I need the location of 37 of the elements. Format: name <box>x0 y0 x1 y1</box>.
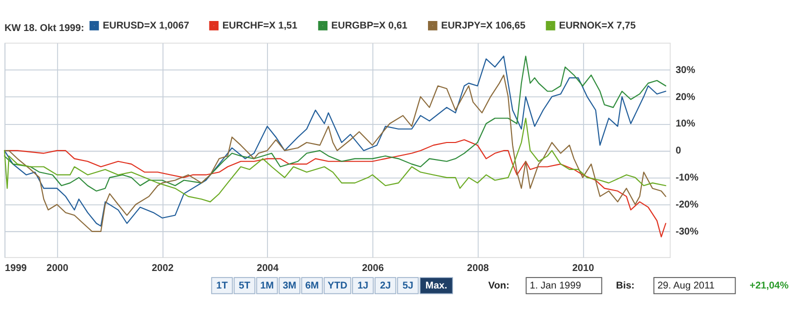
x-tick-label: 2006 <box>362 262 384 274</box>
text: 1T <box>216 280 228 292</box>
text: 5T <box>238 280 250 292</box>
legend-label: EURGBP=X 0,61 <box>331 20 408 32</box>
y-tick-label: -30% <box>676 226 699 238</box>
text: 5J <box>402 280 414 292</box>
y-tick-label: -20% <box>676 200 699 211</box>
text: 29. Aug 2011 <box>657 280 715 292</box>
y-tick-label: -10% <box>676 172 699 184</box>
legend-title: KW 18. Okt 1999: <box>4 23 84 34</box>
x-tick-label: 2000 <box>46 262 69 274</box>
x-tick-label: 2004 <box>256 262 280 274</box>
legend-label: EURCHF=X 1,51 <box>222 20 298 32</box>
x-tick-label: 2008 <box>467 262 490 274</box>
y-tick-label: 10% <box>676 118 696 130</box>
text: Max. <box>425 280 448 292</box>
y-tick-label: 0 <box>676 146 682 157</box>
x-tick-label: 1999 <box>4 262 28 274</box>
legend-label: EURNOK=X 7,75 <box>559 20 636 32</box>
x-tick-label: 2010 <box>572 262 595 274</box>
text: 1. Jan 1999 <box>530 280 582 292</box>
text: Von: <box>488 280 510 292</box>
text: YTD <box>328 280 348 292</box>
line-series <box>4 118 666 202</box>
text: 2J <box>380 280 391 292</box>
legend-label: EURUSD=X 1,0067 <box>102 20 190 32</box>
text: 3M <box>282 280 296 292</box>
text: 6M <box>305 280 319 292</box>
text: 1M <box>260 280 274 292</box>
y-tick-label: 20% <box>676 92 696 103</box>
text: Bis: <box>616 280 635 292</box>
legend-label: EURJPY=X 106,65 <box>441 20 526 32</box>
x-tick-label: 2002 <box>152 262 174 274</box>
line-series <box>4 56 666 192</box>
text: +21,04% <box>750 280 789 292</box>
text: 1J <box>357 280 368 292</box>
y-tick-label: 30% <box>676 64 696 76</box>
